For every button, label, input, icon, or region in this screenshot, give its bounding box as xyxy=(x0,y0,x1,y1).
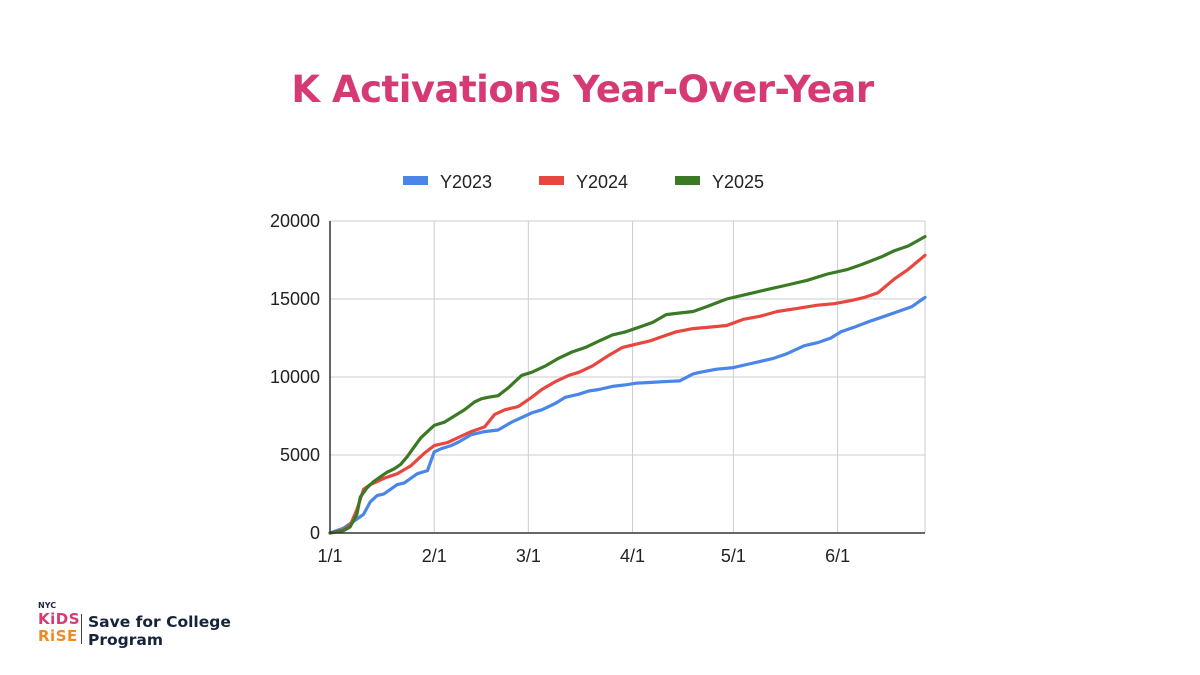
x-tick-label: 2/1 xyxy=(422,546,447,566)
series-line-y2023 xyxy=(328,295,927,535)
legend: Y2023 Y2024 Y2025 xyxy=(403,172,764,192)
y-axis-ticks: 0 5000 10000 15000 20000 xyxy=(270,211,320,543)
chart-title: K Activations Year-Over-Year xyxy=(291,68,874,111)
axes xyxy=(329,221,925,534)
x-tick-label: 4/1 xyxy=(620,546,645,566)
logo-nyc-text: NYC xyxy=(38,601,57,610)
x-tick-label: 3/1 xyxy=(516,546,541,566)
logo-tagline: Save for College Program xyxy=(88,613,231,649)
legend-swatch-y2023 xyxy=(403,176,428,185)
legend-swatch-y2024 xyxy=(539,176,564,185)
logo-rise-text: RiSE xyxy=(38,627,78,645)
legend-swatch-y2025 xyxy=(675,176,700,185)
series-line-y2024 xyxy=(328,253,927,535)
y-tick-label: 15000 xyxy=(270,289,320,309)
logo-divider xyxy=(81,614,82,644)
x-tick-label: 5/1 xyxy=(721,546,746,566)
logo-kids-text: KiDS xyxy=(38,610,81,628)
series-line-y2025 xyxy=(328,235,927,535)
y-tick-label: 5000 xyxy=(280,445,320,465)
legend-label-y2025: Y2025 xyxy=(712,172,764,192)
gridlines xyxy=(330,220,926,533)
legend-label-y2023: Y2023 xyxy=(440,172,492,192)
x-tick-label: 1/1 xyxy=(317,546,342,566)
y-tick-label: 20000 xyxy=(270,211,320,231)
series-lines xyxy=(328,235,927,535)
x-axis-ticks: 1/1 2/1 3/1 4/1 5/1 6/1 xyxy=(317,546,850,566)
y-tick-label: 0 xyxy=(310,523,320,543)
y-tick-label: 10000 xyxy=(270,367,320,387)
x-tick-label: 6/1 xyxy=(825,546,850,566)
legend-label-y2024: Y2024 xyxy=(576,172,628,192)
